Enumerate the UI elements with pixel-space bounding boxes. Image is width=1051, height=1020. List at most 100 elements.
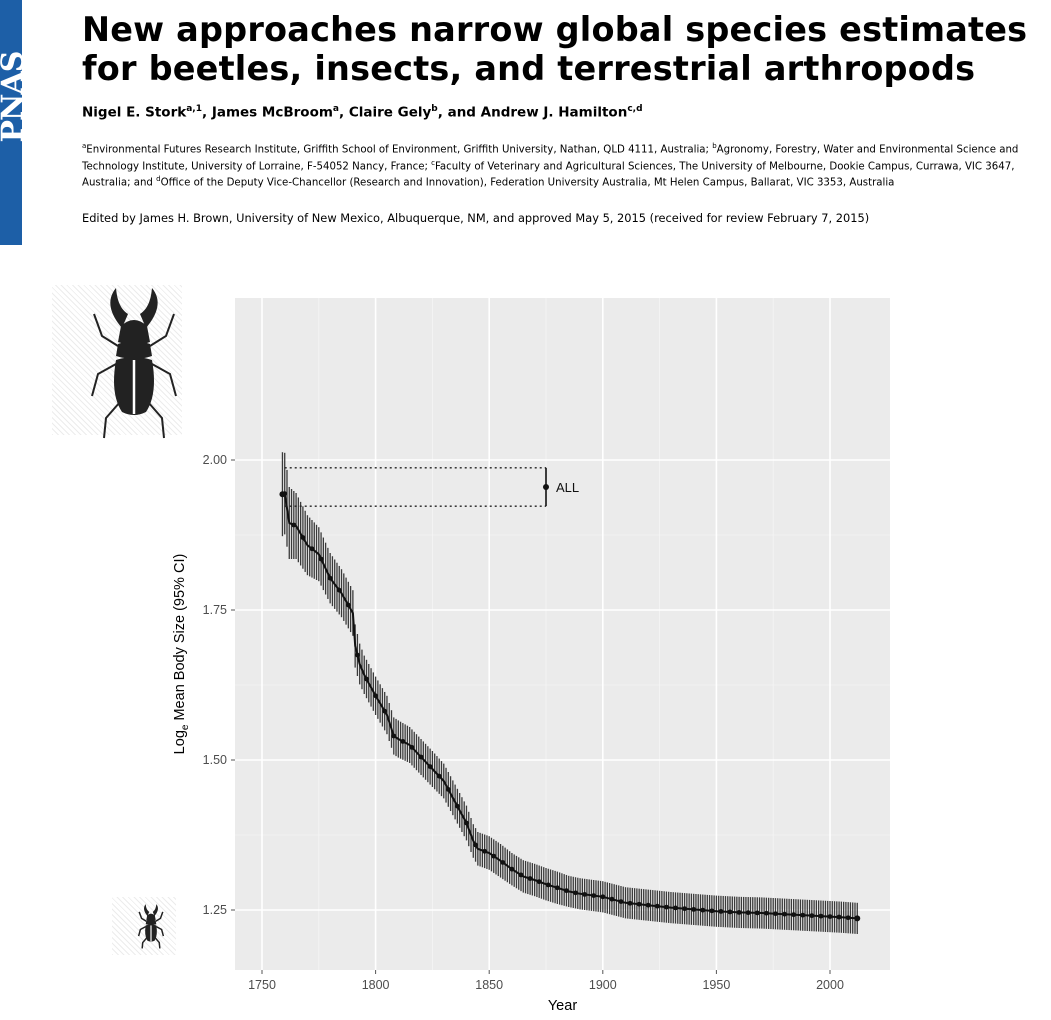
- affiliation-mark: d: [156, 175, 161, 184]
- mean-point: [364, 676, 369, 682]
- journal-logo-strip: PNAS: [0, 0, 22, 245]
- mean-point: [845, 915, 851, 921]
- mean-point: [554, 885, 560, 891]
- author-separator: ,: [201, 104, 212, 121]
- mean-point: [573, 890, 578, 896]
- mean-point: [763, 910, 769, 916]
- author-separator: , and: [437, 104, 481, 121]
- x-axis-label: Year: [548, 998, 577, 1014]
- mean-point: [300, 535, 306, 540]
- y-tick-label: 2.00: [203, 453, 227, 467]
- y-tick-label: 1.75: [203, 603, 227, 617]
- mean-point: [391, 733, 397, 739]
- mean-point: [473, 842, 478, 848]
- small-beetle-background: [112, 897, 176, 955]
- mean-point: [445, 787, 451, 792]
- author-affiliation-mark: a: [332, 104, 339, 114]
- x-tick-label: 1900: [589, 978, 617, 992]
- mean-point: [518, 872, 524, 878]
- mean-point: [500, 860, 506, 865]
- mean-points: [279, 491, 861, 922]
- mean-point: [682, 906, 687, 912]
- mean-point: [382, 708, 388, 714]
- mean-point: [836, 914, 842, 920]
- mean-point: [709, 908, 715, 914]
- x-tick-label: 1800: [362, 978, 390, 992]
- mean-point: [809, 913, 815, 919]
- small-stag-beetle-icon: [137, 904, 165, 949]
- mean-point: [818, 913, 824, 919]
- affiliation-mark: b: [712, 142, 717, 150]
- x-tick-label: 2000: [816, 978, 844, 992]
- y-axis-label: Loge Mean Body Size (95% CI): [172, 554, 191, 755]
- affiliation-text: Environmental Futures Research Institute…: [86, 144, 713, 156]
- author-name: Claire Gely: [348, 104, 432, 121]
- mean-point: [627, 900, 633, 906]
- mean-point: [409, 745, 415, 750]
- mean-point: [754, 910, 760, 916]
- mean-point: [700, 907, 706, 913]
- affiliation-mark: c: [431, 158, 435, 167]
- author-affiliation-mark: b: [431, 104, 438, 114]
- mean-point: [800, 912, 806, 918]
- mean-point: [418, 754, 424, 760]
- large-stag-beetle-icon: [91, 288, 177, 439]
- mean-point: [427, 764, 433, 769]
- mean-point: [355, 652, 360, 658]
- mean-point: [582, 892, 588, 897]
- author-affiliation-mark: c,d: [627, 104, 643, 114]
- mean-point: [291, 522, 297, 528]
- x-tick-label: 1850: [475, 978, 503, 992]
- x-tick-label: 1750: [248, 978, 276, 992]
- affiliation-mark: a: [82, 142, 87, 150]
- plot-gridlines: [235, 298, 890, 970]
- mean-point: [545, 882, 551, 888]
- mean-point: [491, 853, 497, 859]
- author-name: James McBroom: [211, 104, 333, 121]
- mean-point: [827, 914, 833, 919]
- all-reference-interval: ALL: [284, 467, 579, 507]
- mean-point: [654, 903, 660, 909]
- mean-point: [482, 848, 488, 854]
- mean-point: [736, 910, 742, 915]
- y-tick-label: 1.25: [203, 903, 227, 917]
- mean-point: [327, 575, 333, 581]
- mean-point: [609, 896, 615, 902]
- mean-point: [527, 876, 533, 881]
- mean-point: [673, 905, 678, 911]
- affiliation-text: Office of the Deputy Vice-Chancellor (Re…: [160, 177, 895, 189]
- mean-point: [773, 911, 778, 917]
- mean-point: [791, 912, 797, 918]
- mean-point: [727, 909, 733, 915]
- chart-axes: 1750 1800 1850 1900 1950 2000 1.25 1.50 1.75 2.00: [203, 453, 844, 992]
- all-label: ALL: [556, 480, 579, 495]
- mean-point: [718, 909, 724, 914]
- mean-point: [564, 888, 569, 894]
- author-affiliation-mark: a,1: [186, 104, 202, 114]
- mean-point: [509, 866, 515, 872]
- mean-point: [336, 587, 342, 593]
- mean-point: [345, 602, 351, 608]
- author-name: Nigel E. Stork: [82, 104, 187, 121]
- mean-point: [636, 901, 642, 907]
- mean-point: [279, 491, 286, 498]
- author-list: Nigel E. Storka,1, James McBrooma, Clair…: [82, 104, 643, 121]
- author-separator: ,: [339, 104, 349, 121]
- mean-point: [645, 902, 651, 908]
- affiliations: aEnvironmental Futures Research Institut…: [82, 140, 1044, 190]
- mean-point: [745, 910, 751, 916]
- mean-point: [854, 915, 861, 922]
- mean-point: [309, 546, 315, 552]
- editor-note: Edited by James H. Brown, University of …: [82, 211, 870, 225]
- mean-point: [536, 879, 542, 885]
- all-mean-point: [543, 484, 549, 490]
- mean-point: [591, 893, 597, 898]
- article-title: New approaches narrow global species est…: [82, 10, 1028, 88]
- plot-panel: [235, 298, 890, 970]
- mean-point: [618, 899, 624, 904]
- mean-point: [318, 556, 324, 562]
- affiliation-text: Agronomy, Forestry, Water and Environmen…: [82, 144, 1019, 172]
- mean-point: [436, 773, 442, 779]
- mean-point: [464, 820, 469, 826]
